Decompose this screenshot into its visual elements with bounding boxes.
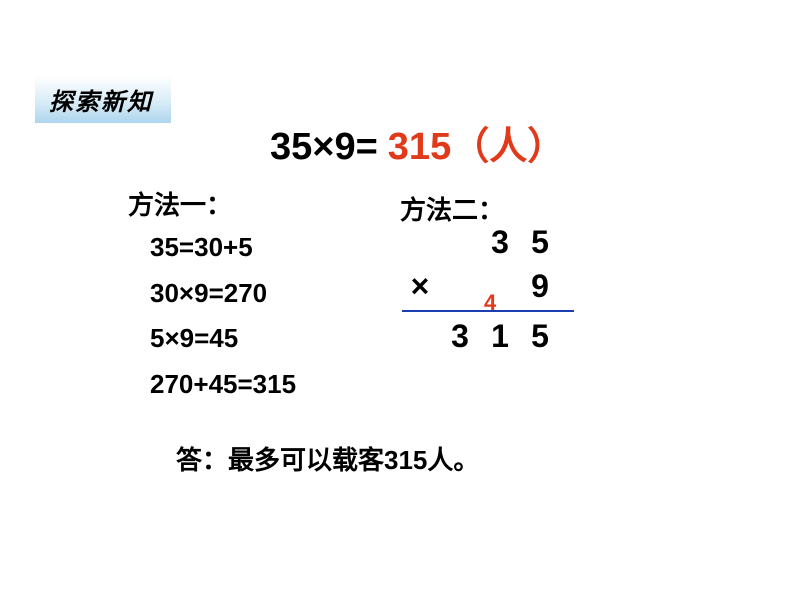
section-badge: 探索新知 — [35, 76, 171, 123]
method2-vertical-calc: 3 5 × 9 4 3 1 5 — [400, 220, 560, 358]
equation-left: 35×9= — [270, 126, 378, 168]
calc-hline — [402, 310, 574, 312]
method1-label: 方法一： — [128, 185, 232, 222]
calc-row-multiplier: × 9 — [400, 264, 560, 308]
multiply-operator: × — [400, 268, 440, 305]
carry-digit: 4 — [484, 290, 496, 316]
calc-row-result: 3 1 5 — [400, 314, 560, 358]
calc-cell: 9 — [520, 268, 560, 305]
answer-text: 答：最多可以载客315人。 — [176, 440, 479, 477]
method1-step: 5×9=45 — [150, 316, 296, 362]
main-equation: 35×9=315（人） — [270, 115, 565, 170]
calc-cell: 5 — [520, 224, 560, 261]
calc-cell: 3 — [440, 318, 480, 355]
method1-step: 270+45=315 — [150, 362, 296, 408]
method1-step: 30×9=270 — [150, 271, 296, 317]
calc-cell: 5 — [520, 318, 560, 355]
calc-row-top: 3 5 — [400, 220, 560, 264]
method1-step: 35=30+5 — [150, 225, 296, 271]
calc-cell: 1 — [480, 318, 520, 355]
equation-result: 315（人） — [388, 126, 565, 168]
method1-steps: 35=30+5 30×9=270 5×9=45 270+45=315 — [150, 225, 296, 407]
calc-cell: 3 — [480, 224, 520, 261]
